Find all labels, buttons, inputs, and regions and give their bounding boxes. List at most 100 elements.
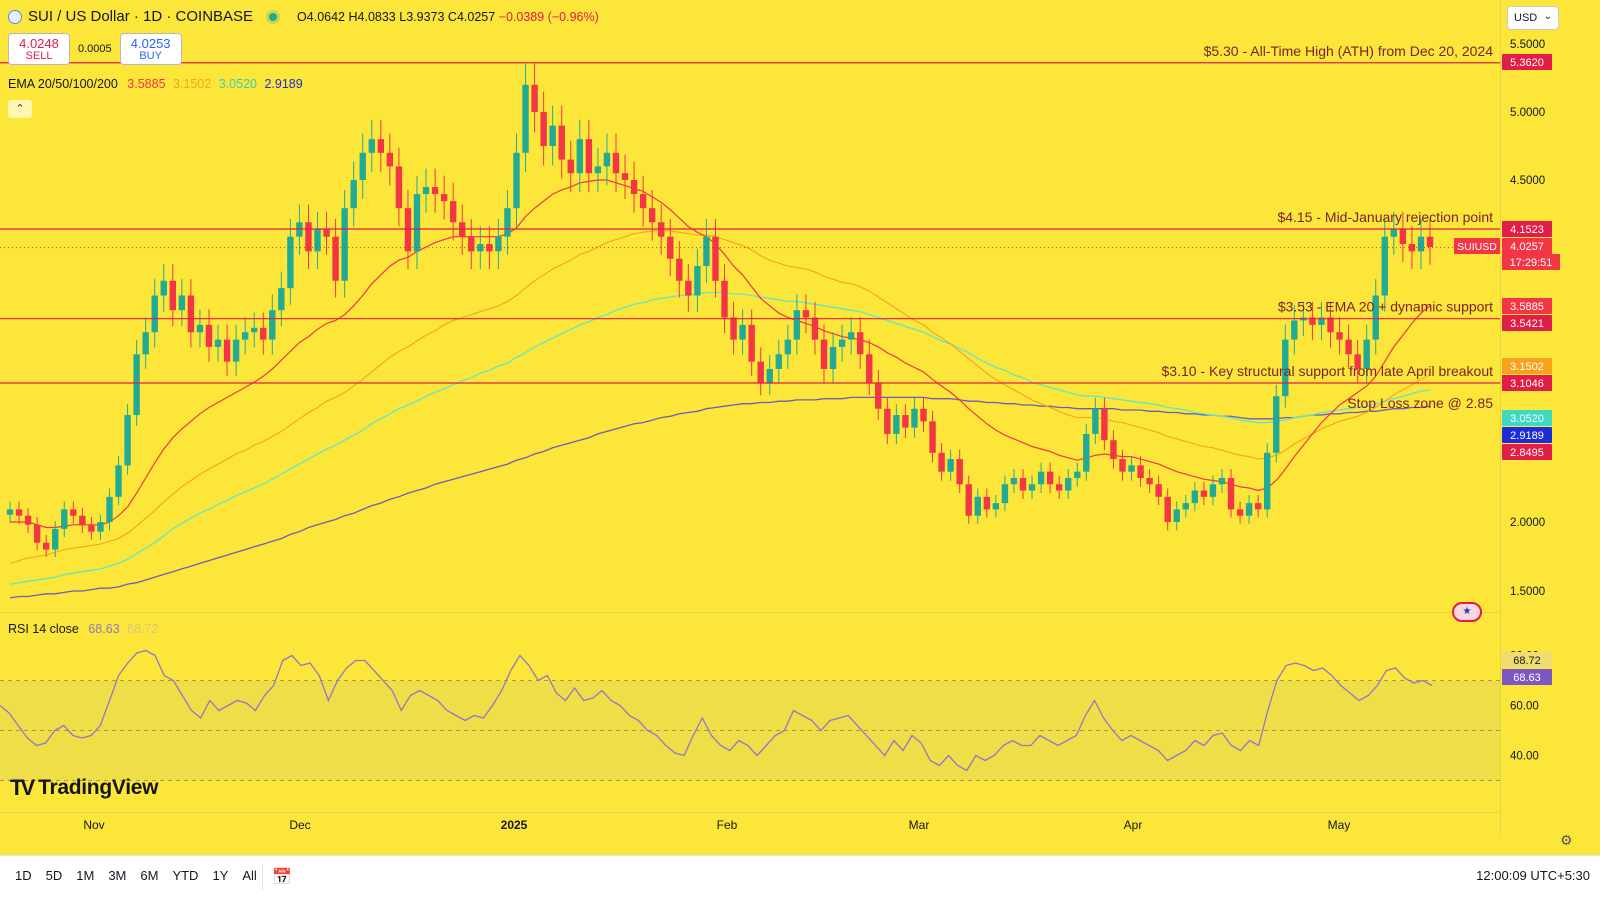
bottom-toolbar: 1D 5D 1M 3M 6M YTD 1Y All 📅 12:00:09 UTC… (0, 855, 1600, 901)
timeframe-ytd[interactable]: YTD (172, 868, 199, 883)
level-price-tag: 3.5421 (1502, 315, 1552, 331)
symbol-title[interactable]: SUI / US Dollar · 1D · COINBASE (28, 8, 254, 25)
level-label: $3.53 - EMA 20 + dynamic support (1278, 299, 1493, 315)
chart-area[interactable]: $5.30 - All-Time High (ATH) from Dec 20,… (0, 0, 1600, 855)
price-tag-text: 3.1502 (1510, 361, 1544, 373)
candle-body (621, 173, 629, 180)
timeframe-1m[interactable]: 1M (76, 868, 95, 883)
candle-body (431, 187, 439, 195)
level-price-tag-text: 3.5421 (1510, 318, 1544, 330)
candle-body (1146, 477, 1153, 485)
candle-body (70, 509, 77, 516)
candle-body (251, 327, 258, 333)
chart-svg[interactable]: $5.30 - All-Time High (ATH) from Dec 20,… (0, 0, 1600, 855)
candle-body (79, 515, 86, 525)
candle-body (802, 310, 810, 318)
time-axis-border (0, 812, 1500, 813)
collapse-legend-button[interactable]: ⌃ (8, 100, 32, 118)
sell-button[interactable]: 4.0248 SELL (8, 33, 70, 65)
symbol-tag-label: SUIUSD (1457, 241, 1497, 253)
level-label: $3.10 - Key structural support from late… (1162, 363, 1494, 379)
timeframe-buttons: 1D 5D 1M 3M 6M YTD 1Y All (8, 868, 264, 883)
candle-body (911, 408, 918, 428)
candle-body (1309, 317, 1316, 325)
candle-body (965, 484, 972, 516)
timeframe-all[interactable]: All (242, 868, 257, 883)
level-price-tag: 4.1523 (1502, 221, 1552, 237)
time-tick-label: Apr (1124, 818, 1143, 832)
us-flag-icon[interactable]: ★ (1452, 602, 1482, 622)
candle-body (160, 280, 167, 296)
candle-body (269, 310, 276, 340)
ema-legend-label: EMA 20/50/100/200 (8, 77, 118, 91)
candle-body (278, 288, 285, 311)
candle-body (1173, 509, 1180, 522)
candle-body (422, 187, 430, 195)
level-price-tag: 5.3620 (1502, 54, 1552, 70)
candle-body (287, 236, 294, 289)
calendar-icon[interactable]: 📅 (272, 869, 292, 886)
market-open-icon (269, 12, 278, 21)
candle-body (97, 522, 104, 532)
candle-body (811, 317, 819, 340)
candle-body (413, 194, 421, 252)
candle-body (178, 295, 186, 311)
utc-clock[interactable]: 12:00:09 UTC+5:30 (1476, 868, 1590, 883)
candle-body (1191, 490, 1199, 504)
candle-body (1399, 229, 1407, 245)
sui-coin-icon (8, 9, 22, 24)
candle-body (486, 244, 493, 252)
timeframe-1d[interactable]: 1D (15, 868, 32, 883)
candle-body (929, 421, 936, 453)
candle-body (829, 346, 837, 369)
countdown-text: 17:29:51 (1510, 257, 1553, 269)
buy-button[interactable]: 4.0253 BUY (119, 33, 182, 65)
rsi-ma-value: 68.72 (127, 622, 159, 636)
candle-body (603, 152, 611, 167)
level-label: Stop Loss zone @ 2.85 (1347, 395, 1493, 411)
rsi-tag-value: 68.63 (1502, 669, 1552, 685)
price-tag: 4.0257 (1502, 238, 1552, 254)
candle-body (594, 166, 602, 174)
tradingview-logo[interactable]: TV TradingView (10, 775, 158, 801)
candle-body (377, 139, 385, 153)
candle-body (1001, 484, 1009, 504)
ema-legend[interactable]: EMA 20/50/100/200 3.5885 3.1502 3.0520 2… (8, 77, 303, 91)
price-tag: 3.1502 (1502, 358, 1552, 374)
candle-body (549, 125, 556, 146)
level-price-tag-bg (1502, 221, 1552, 237)
price-axis-border (1500, 0, 1501, 838)
candle-body (42, 542, 50, 550)
gear-icon[interactable]: ⚙ (1560, 832, 1573, 848)
timeframe-1y[interactable]: 1Y (212, 868, 229, 883)
currency-select[interactable]: USD ⌄ (1507, 6, 1559, 30)
time-tick-label: Nov (83, 818, 104, 832)
candle-body (1074, 471, 1081, 478)
candle-body (1046, 471, 1054, 485)
rsi-legend[interactable]: RSI 14 close 68.63 68.72 (8, 622, 158, 636)
candle-body (1363, 339, 1370, 369)
candle-body (305, 222, 312, 252)
time-tick-label: Mar (909, 818, 930, 832)
candle-body (404, 208, 412, 252)
candle-body (1092, 408, 1099, 434)
rsi-line (0, 649, 1433, 772)
timeframe-5d[interactable]: 5D (45, 868, 63, 883)
price-tag-text: 3.1046 (1510, 378, 1544, 390)
candle-body (1245, 503, 1253, 516)
candle-body (893, 415, 900, 434)
candle-body (630, 180, 638, 195)
candle-body (1200, 490, 1208, 497)
candle-body (757, 361, 764, 384)
candle-body (793, 310, 801, 340)
candle-body (730, 317, 737, 340)
ema100-value: 3.0520 (218, 77, 257, 91)
timeframe-6m[interactable]: 6M (140, 868, 159, 883)
candle-body (974, 496, 981, 516)
level-label: $4.15 - Mid-January rejection point (1277, 209, 1493, 225)
candle-body (1110, 440, 1117, 460)
candle-body (522, 84, 529, 153)
chevron-up-icon: ⌃ (15, 103, 25, 115)
candle-body (88, 524, 95, 532)
timeframe-3m[interactable]: 3M (108, 868, 127, 883)
